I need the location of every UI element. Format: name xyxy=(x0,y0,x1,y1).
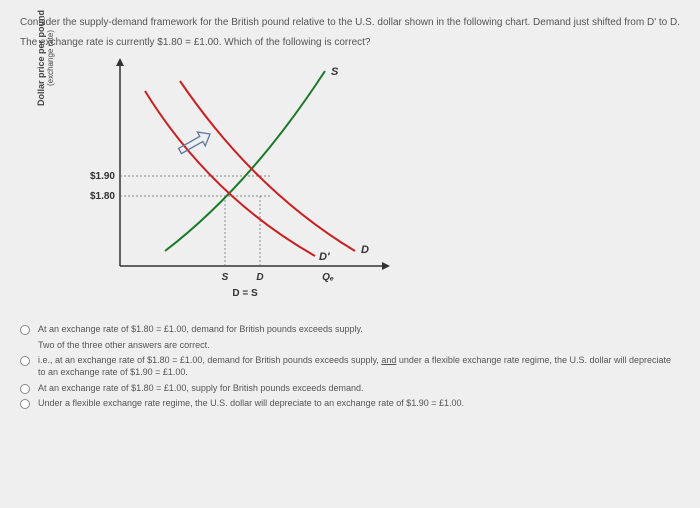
radio-icon xyxy=(20,356,30,366)
question-line-2: The exchange rate is currently $1.80 = £… xyxy=(20,36,680,50)
svg-text:S: S xyxy=(331,66,339,78)
y-axis-label-main: Dollar price per pound xyxy=(36,10,46,106)
radio-icon xyxy=(20,384,30,394)
svg-text:$1.80: $1.80 xyxy=(90,191,115,202)
answer-option[interactable]: At an exchange rate of $1.80 = £1.00, de… xyxy=(20,324,680,336)
supply-demand-chart: Dollar price per pound (exchange rate) $… xyxy=(80,56,420,316)
svg-text:D: D xyxy=(361,244,369,256)
answer-text: i.e., at an exchange rate of $1.80 = £1.… xyxy=(38,355,680,378)
answer-list: At an exchange rate of $1.80 = £1.00, de… xyxy=(20,324,680,410)
answer-option[interactable]: i.e., at an exchange rate of $1.80 = £1.… xyxy=(20,355,680,378)
svg-text:D: D xyxy=(256,272,263,283)
chart-svg: $1.90$1.80SDQₑD = SSD'D xyxy=(80,56,420,316)
radio-icon xyxy=(20,325,30,335)
svg-text:D = S: D = S xyxy=(232,288,258,299)
answer-option[interactable]: Under a flexible exchange rate regime, t… xyxy=(20,398,680,410)
answer-text: Under a flexible exchange rate regime, t… xyxy=(38,398,680,410)
answer-option[interactable]: At an exchange rate of $1.80 = £1.00, su… xyxy=(20,383,680,395)
answer-text: At an exchange rate of $1.80 = £1.00, su… xyxy=(38,383,680,395)
question-line-1: Consider the supply-demand framework for… xyxy=(20,16,680,30)
svg-text:Qₑ: Qₑ xyxy=(322,272,334,283)
svg-text:D': D' xyxy=(319,251,330,263)
radio-icon xyxy=(20,399,30,409)
y-axis-label-sub: (exchange rate) xyxy=(46,10,55,106)
answer-text: At an exchange rate of $1.80 = £1.00, de… xyxy=(38,324,680,336)
svg-text:S: S xyxy=(222,272,229,283)
svg-text:$1.90: $1.90 xyxy=(90,171,115,182)
answer-subtext: Two of the three other answers are corre… xyxy=(38,340,680,352)
